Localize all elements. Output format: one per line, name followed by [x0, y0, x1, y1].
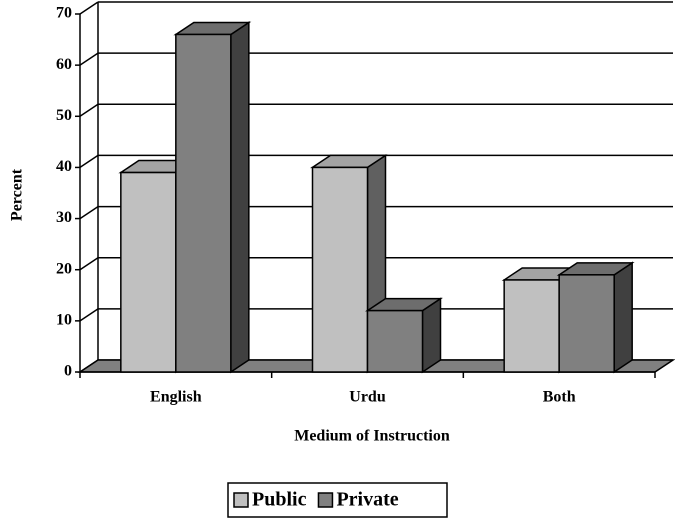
- y-tick-label: 0: [64, 363, 72, 380]
- legend-swatch: [233, 492, 249, 508]
- grid-line-side: [79, 1, 99, 15]
- bar-front: [366, 309, 424, 373]
- grid-line-side: [79, 103, 99, 117]
- y-tick-label: 50: [56, 107, 72, 124]
- grid-line-side: [79, 205, 99, 220]
- bar-side: [613, 261, 633, 374]
- grid-line-side: [79, 154, 99, 169]
- y-tick-label: 70: [56, 5, 72, 22]
- legend-label: Private: [336, 489, 398, 511]
- bar-front: [558, 274, 615, 373]
- bar-front: [120, 171, 177, 373]
- y-tick-label: 40: [56, 158, 72, 175]
- legend-swatch: [317, 492, 334, 508]
- y-axis-label: Percent: [9, 168, 26, 221]
- legend-label: Public: [252, 489, 307, 511]
- bar-side: [230, 21, 250, 374]
- x-tick-label: Urdu: [349, 389, 386, 406]
- y-tick-label: 10: [56, 312, 72, 329]
- bar-front: [311, 166, 369, 373]
- grid-line-side: [79, 257, 99, 271]
- grid-line-side: [79, 52, 99, 66]
- legend-box: [227, 482, 448, 518]
- y-tick-label: 30: [56, 209, 72, 226]
- bar: [173, 21, 252, 374]
- bar-front: [503, 279, 560, 373]
- grid-line-side: [79, 308, 99, 322]
- bar: [556, 261, 635, 374]
- x-tick-label: Both: [543, 389, 576, 406]
- bar-front: [175, 33, 232, 373]
- y-tick-label: 20: [56, 260, 72, 277]
- bar: [365, 297, 443, 374]
- x-axis-label: Medium of Instruction: [294, 428, 450, 445]
- x-tick-label: English: [150, 389, 202, 406]
- y-tick-label: 60: [56, 56, 72, 73]
